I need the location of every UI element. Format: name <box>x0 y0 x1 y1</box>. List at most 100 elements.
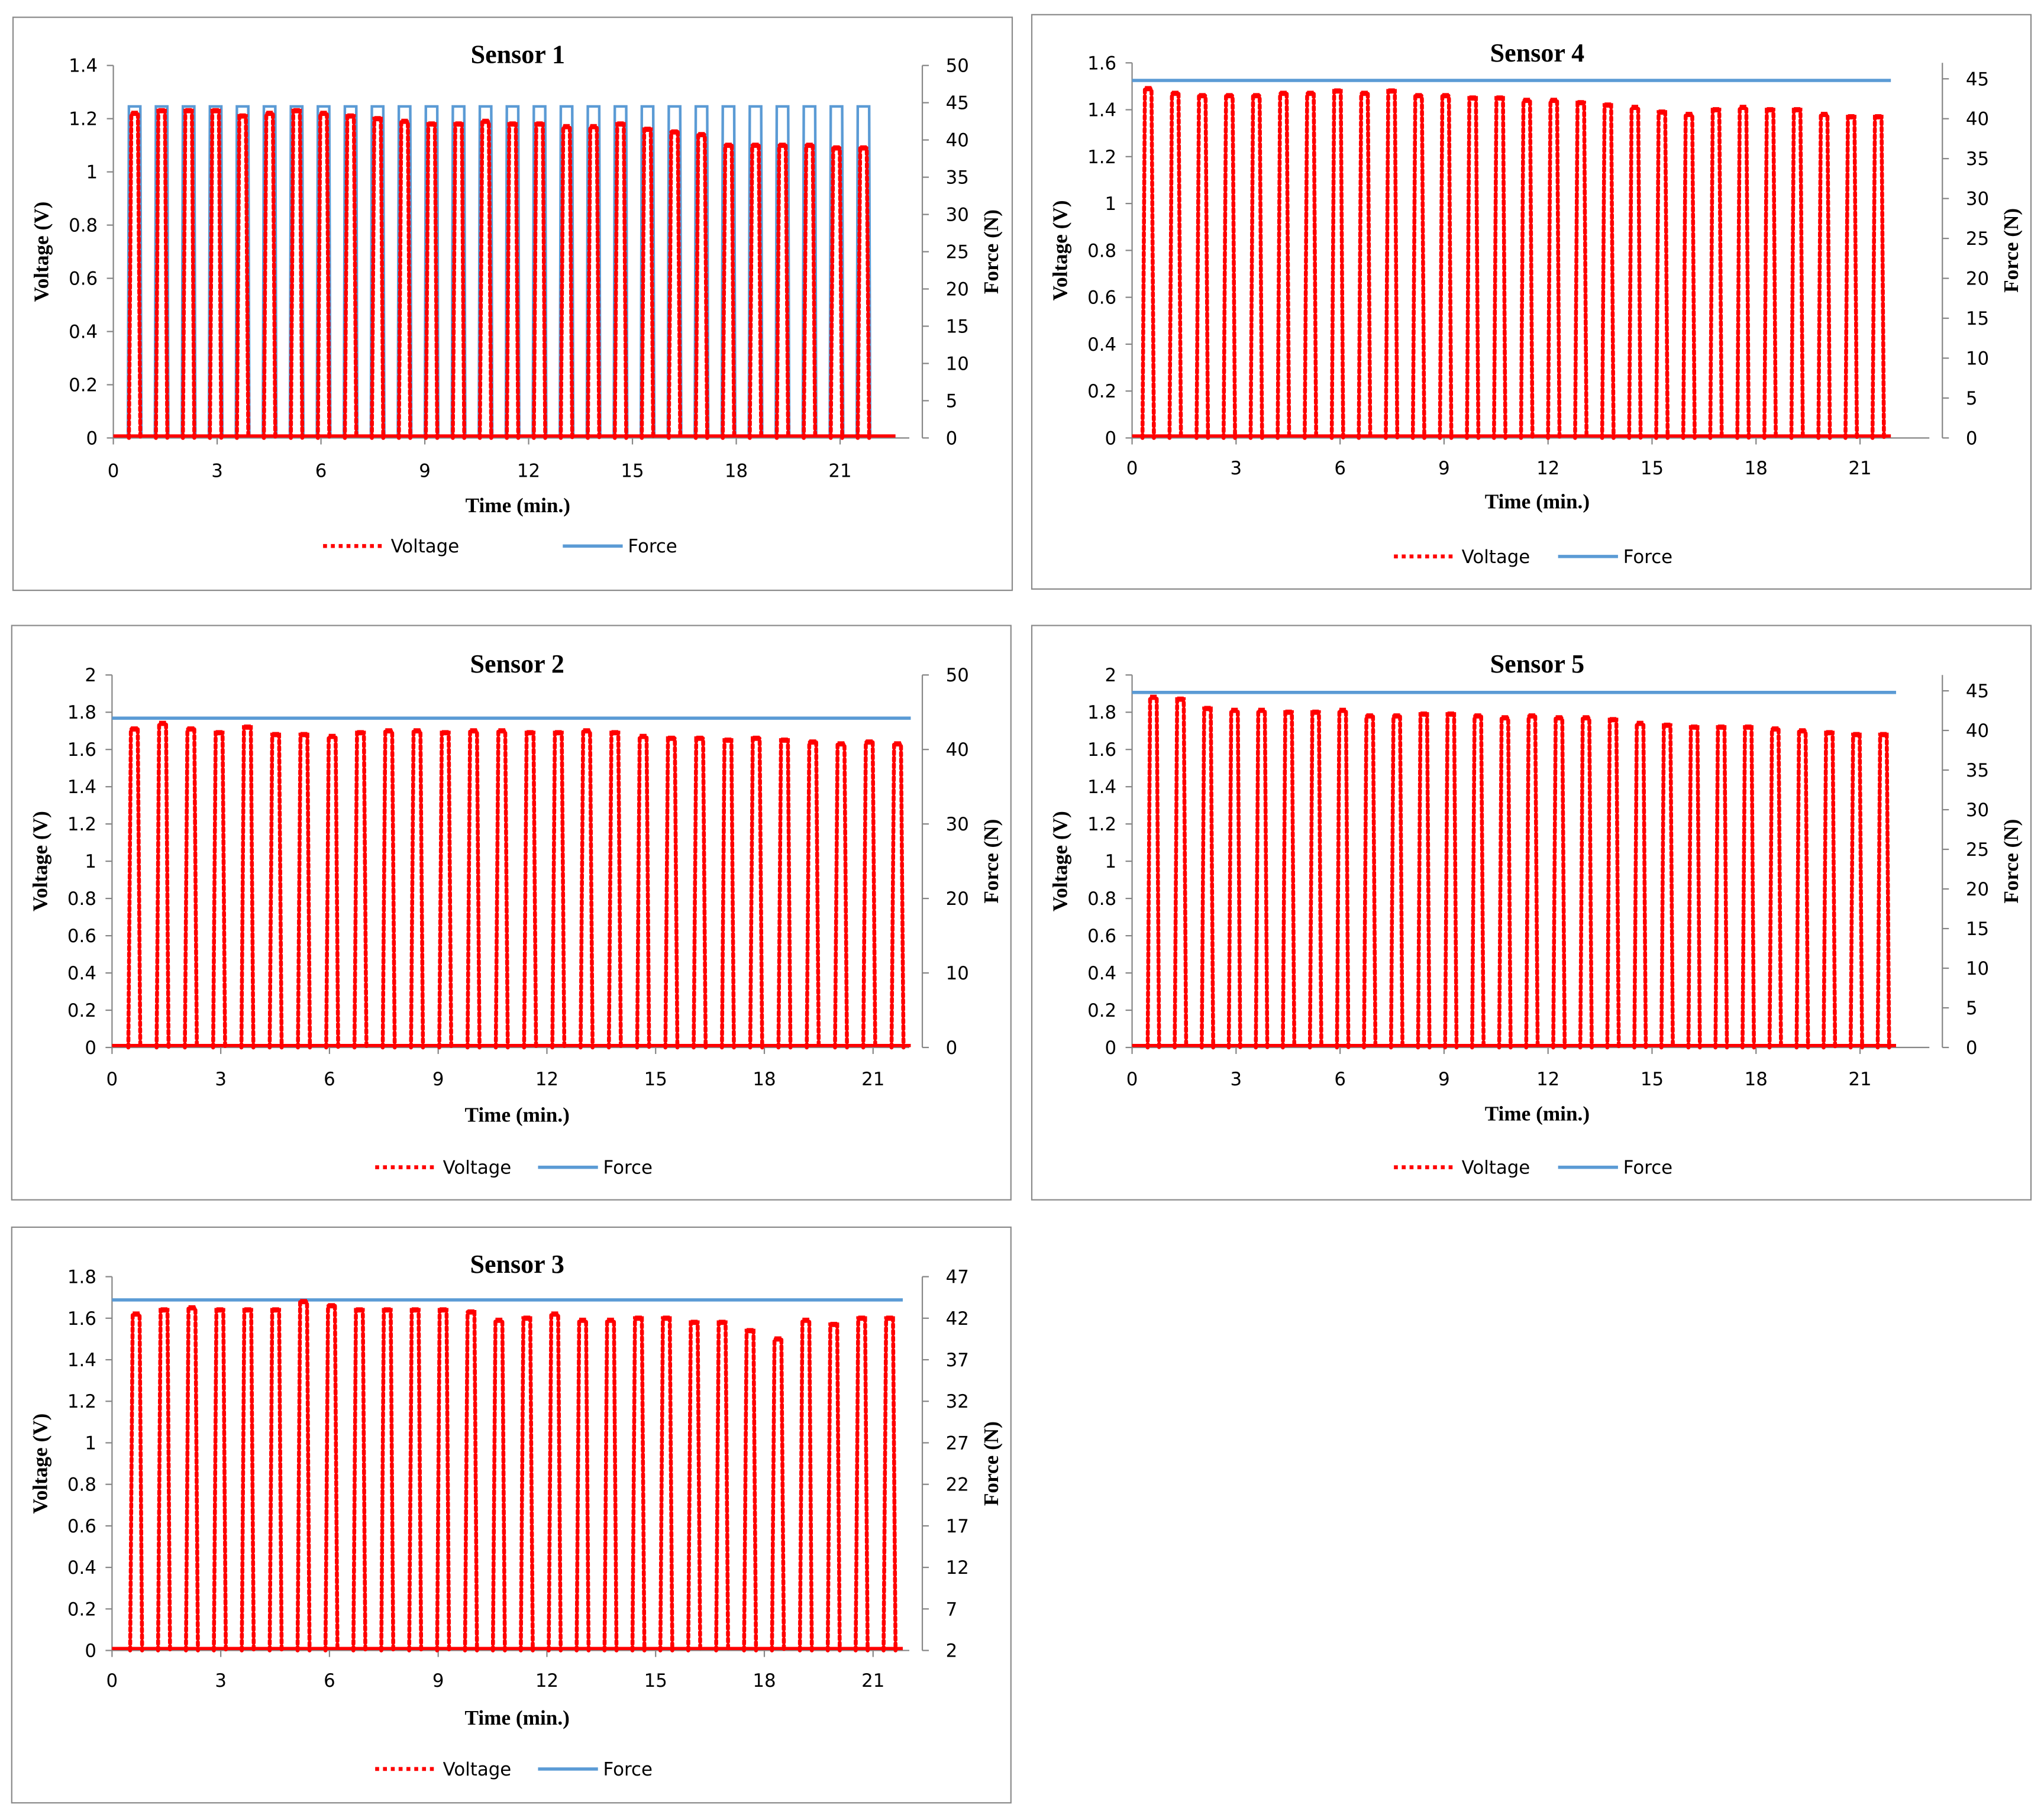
sensor-4-title: Sensor 4 <box>1490 38 1584 67</box>
sensor-2-ytick-label: 1.4 <box>67 777 96 798</box>
sensor-1-y2tick-label: 25 <box>946 242 969 263</box>
sensor-1-xtick-label: 12 <box>517 461 540 482</box>
sensor-5-voltage-series <box>1132 694 1896 1050</box>
sensor-2-ylabel: Voltage (V) <box>28 811 51 911</box>
sensor-1-ytick-label: 0.6 <box>69 269 98 290</box>
sensor-2-y2tick-label: 50 <box>946 665 969 686</box>
sensor-5-xtick-label: 3 <box>1231 1069 1242 1090</box>
sensor-4-ytick-label: 0.8 <box>1087 240 1116 261</box>
sensor-2-voltage-series <box>112 720 911 1050</box>
sensor-5-y2tick-label: 10 <box>1966 958 1989 979</box>
sensor-3-y2tick-label: 37 <box>946 1350 969 1371</box>
sensor-5-xtick-label: 12 <box>1536 1069 1559 1090</box>
sensor-2-legend-voltage-label: Voltage <box>443 1157 512 1179</box>
sensor-4-xtick-label: 9 <box>1438 458 1450 479</box>
sensor-1-ytick-label: 1 <box>86 162 98 183</box>
sensor-1-y2label: Force (N) <box>980 209 1003 294</box>
sensor-2-y2tick-label: 10 <box>946 963 969 984</box>
sensor-3-ytick-label: 0.8 <box>67 1474 96 1496</box>
sensor-5-ytick-label: 0 <box>1105 1037 1117 1059</box>
sensor-4-xtick-label: 15 <box>1641 458 1664 479</box>
sensor-1-frame <box>12 17 1013 591</box>
sensor-3-frame <box>11 1226 1012 1804</box>
sensor-5-ytick-label: 0.6 <box>1087 926 1116 947</box>
sensor-3-legend-voltage-label: Voltage <box>443 1759 512 1780</box>
sensor-4-xtick-label: 12 <box>1536 458 1559 479</box>
sensor-4-y2tick-label: 25 <box>1966 228 1989 250</box>
sensor-2-ytick-label: 0.8 <box>67 888 96 910</box>
sensor-4-legend-voltage-label: Voltage <box>1462 546 1530 568</box>
sensor-3-xtick-label: 9 <box>432 1670 444 1692</box>
sensor-3-y2tick-label: 32 <box>946 1391 969 1412</box>
sensor-2-xtick-label: 18 <box>753 1069 776 1090</box>
sensor-3-ytick-label: 1.6 <box>67 1308 96 1330</box>
sensor-4-chart: Sensor 4 0 0.2 0.4 0.6 0.8 1 1.2 1.4 1.6 0 5 10 15 20 2… <box>1031 14 2032 590</box>
sensor-5-xtick-label: 21 <box>1848 1069 1871 1090</box>
sensor-2-xtick-label: 21 <box>861 1069 884 1090</box>
sensor-3-xtick-label: 15 <box>644 1670 667 1692</box>
sensor-4-y2tick-label: 45 <box>1966 69 1989 90</box>
sensor-5-ytick-label: 0.2 <box>1087 1000 1116 1021</box>
sensor-5-xtick-label: 6 <box>1334 1069 1346 1090</box>
sensor-4-voltage-series <box>1132 86 1891 440</box>
sensor-5-ylabel: Voltage (V) <box>1048 811 1071 911</box>
sensor-3-voltage-series <box>112 1299 903 1652</box>
sensor-4-y2label: Force (N) <box>2000 208 2023 293</box>
sensor-5-xtick-label: 15 <box>1641 1069 1664 1090</box>
sensor-2-legend-force-label: Force <box>603 1157 653 1179</box>
sensor-4-xtick-label: 0 <box>1126 458 1138 479</box>
sensor-2-ytick-label: 0.4 <box>67 963 96 984</box>
sensor-3-xtick-label: 18 <box>753 1670 776 1692</box>
sensor-1-title: Sensor 1 <box>471 40 565 69</box>
sensor-3-y2label: Force (N) <box>980 1421 1003 1506</box>
sensor-2-ytick-label: 0.6 <box>67 926 96 947</box>
sensor-4-ytick-label: 1 <box>1105 193 1117 215</box>
sensor-3-ytick-label: 0.6 <box>67 1516 96 1537</box>
sensor-3-ytick-label: 1.2 <box>67 1391 96 1412</box>
sensor-1-xtick-label: 15 <box>621 461 644 482</box>
sensor-3-y2tick-label: 22 <box>946 1474 969 1496</box>
sensor-1-y2tick-label: 50 <box>946 56 969 77</box>
sensor-1-xtick-label: 6 <box>315 461 327 482</box>
sensor-3-xtick-label: 0 <box>106 1670 118 1692</box>
sensor-4-y2tick-label: 5 <box>1966 388 1978 409</box>
sensor-5-xtick-label: 0 <box>1126 1069 1138 1090</box>
sensor-3-xlabel: Time (min.) <box>465 1706 570 1729</box>
sensor-3-y2tick-label: 7 <box>946 1599 958 1620</box>
sensor-5-xtick-label: 18 <box>1745 1069 1768 1090</box>
sensor-3-ytick-label: 0 <box>85 1641 96 1662</box>
sensor-4-ytick-label: 0 <box>1105 428 1117 449</box>
sensor-2-y2label: Force (N) <box>980 819 1003 904</box>
sensor-1-xtick-label: 9 <box>419 461 431 482</box>
sensor-4-ytick-label: 1.4 <box>1087 100 1116 121</box>
sensor-2-xtick-label: 15 <box>644 1069 667 1090</box>
sensor-5-y2tick-label: 5 <box>1966 998 1978 1019</box>
sensor-1-y2tick-label: 40 <box>946 130 969 151</box>
sensor-3-y2tick-label: 42 <box>946 1308 969 1330</box>
sensor-1-y2tick-label: 0 <box>946 428 958 449</box>
sensor-2-ytick-label: 0 <box>85 1037 96 1059</box>
sensor-5-title: Sensor 5 <box>1490 649 1584 678</box>
sensor-3-y2tick-label: 47 <box>946 1267 969 1288</box>
sensor-4-xtick-label: 21 <box>1848 458 1871 479</box>
sensor-1-ytick-label: 0.8 <box>69 215 98 237</box>
sensor-2-ytick-label: 1.2 <box>67 814 96 835</box>
sensor-5-ytick-label: 1 <box>1105 851 1117 872</box>
sensor-3-ytick-label: 0.4 <box>67 1557 96 1579</box>
sensor-4-ylabel: Voltage (V) <box>1048 200 1071 300</box>
sensor-1-voltage-series <box>113 108 896 440</box>
sensor-4-ytick-label: 0.6 <box>1087 287 1116 309</box>
sensor-3-xtick-label: 6 <box>324 1670 335 1692</box>
sensor-4-ytick-label: 1.6 <box>1087 53 1116 74</box>
sensor-4-xtick-label: 18 <box>1745 458 1768 479</box>
sensor-5-ytick-label: 0.4 <box>1087 963 1116 984</box>
sensor-4-y2tick-label: 40 <box>1966 109 1989 130</box>
sensor-4-xlabel: Time (min.) <box>1485 490 1590 513</box>
sensor-2-xtick-label: 6 <box>324 1069 335 1090</box>
sensor-4-ytick-label: 0.2 <box>1087 381 1116 402</box>
sensor-5-legend-force-label: Force <box>1623 1157 1672 1179</box>
sensor-3-y2tick-label: 17 <box>946 1516 969 1537</box>
sensor-1-y2tick-label: 45 <box>946 93 969 114</box>
sensor-3-xtick-label: 12 <box>535 1670 558 1692</box>
sensor-3-xtick-label: 21 <box>861 1670 884 1692</box>
